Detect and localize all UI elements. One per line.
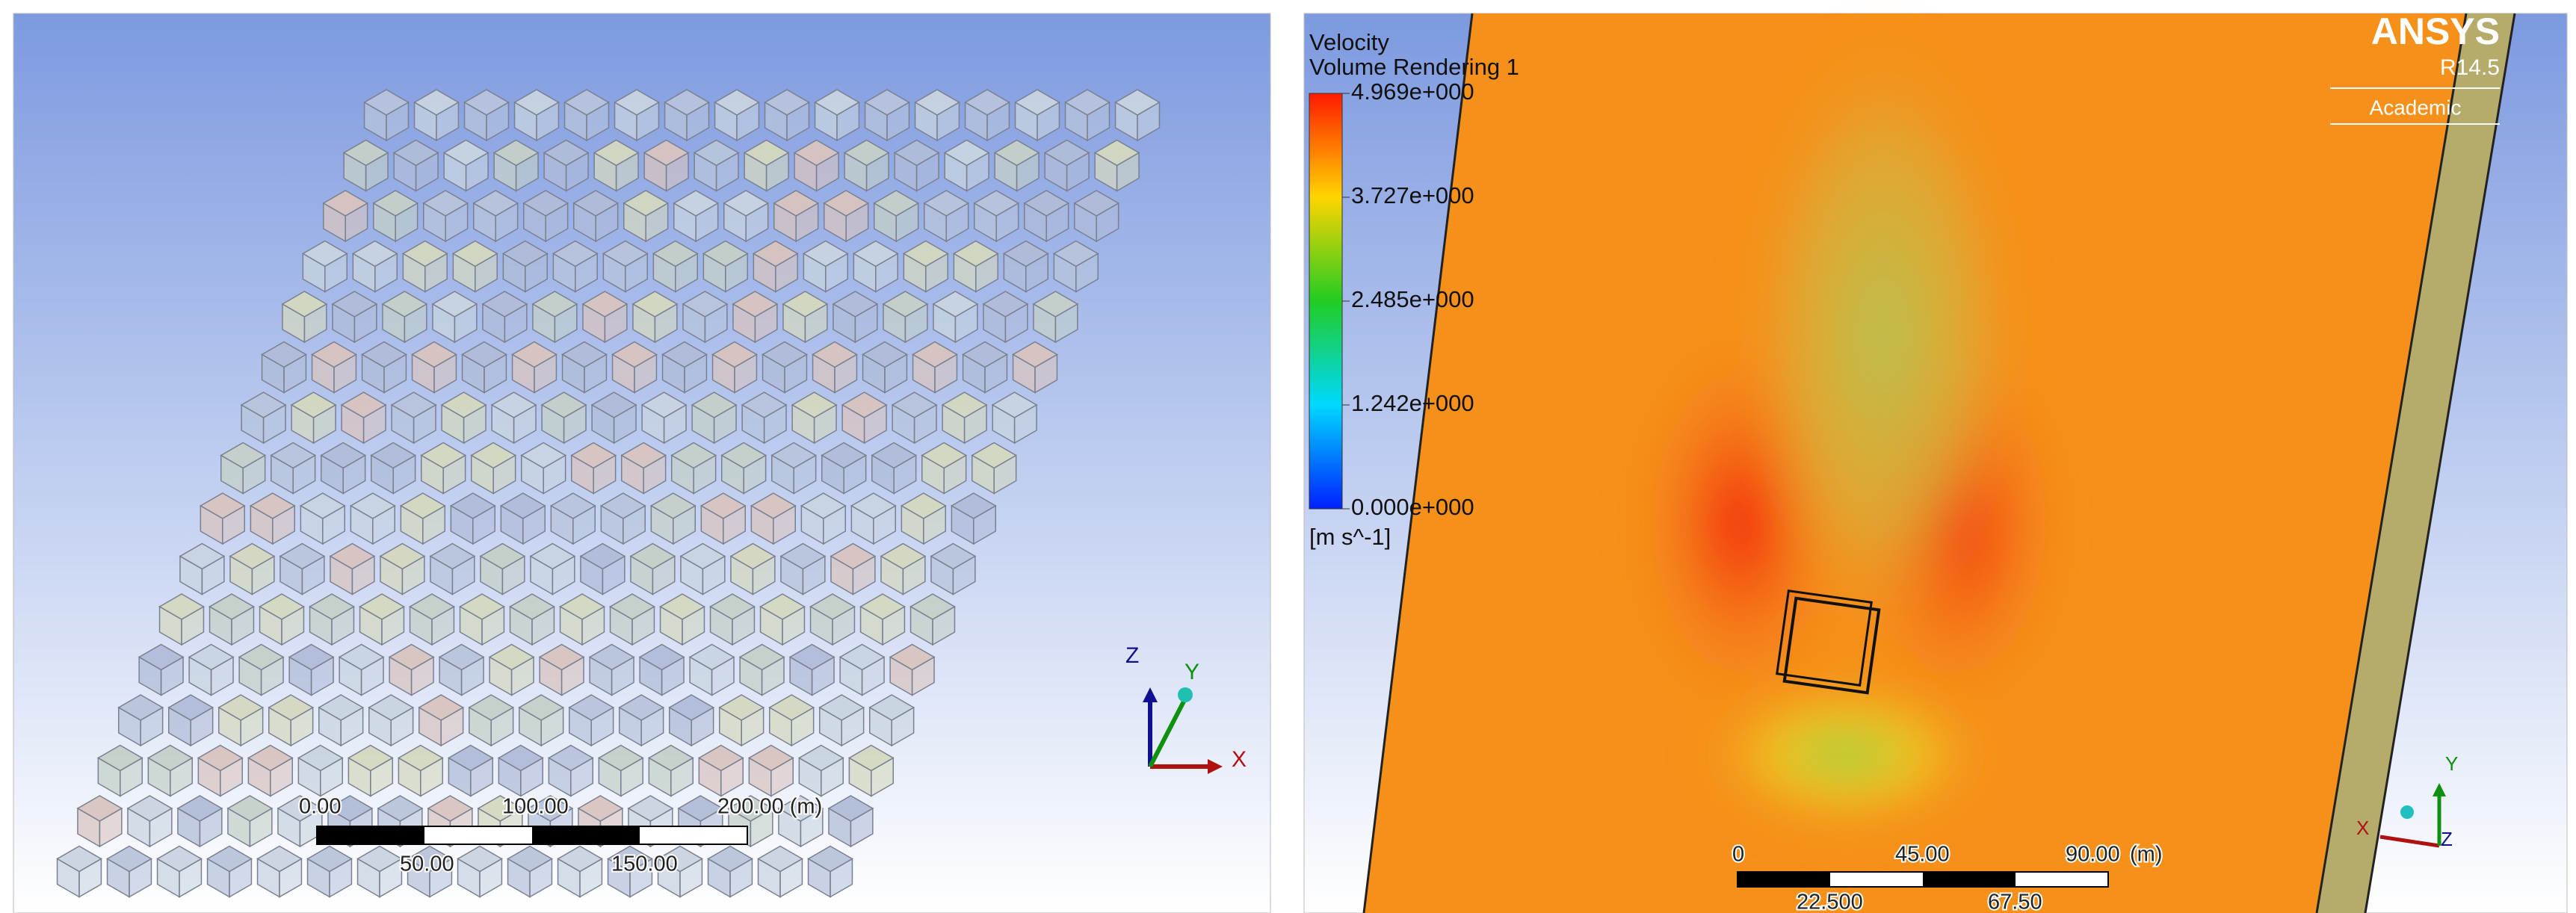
- axis-label: Y: [2445, 752, 2458, 775]
- scale-label: 50.00: [400, 852, 454, 876]
- color-bar: [1309, 93, 1342, 509]
- legend-label: 0.000e+000: [1351, 494, 1474, 520]
- legend-label: 2.485e+000: [1351, 286, 1474, 312]
- logo-version: R14.5: [2440, 55, 2500, 80]
- scale-label: 45.00: [1895, 843, 1950, 867]
- axis-label: Y: [1184, 660, 1199, 684]
- legend-unit: [m s^-1]: [1309, 524, 1391, 550]
- scale-label: 90.00: [2066, 843, 2120, 867]
- scale-bar-segment: [532, 826, 640, 844]
- screenshot: 0.00 100.00 200.00 (m) 50.00 150.00 Z Y …: [0, 0, 2576, 913]
- scale-label: 100.00: [502, 795, 569, 819]
- logo-license: Academic: [2370, 96, 2462, 119]
- scale-label: 200.00 (m): [717, 795, 822, 819]
- legend-label: 3.727e+000: [1351, 182, 1474, 208]
- scale-label: 67.50: [1988, 891, 2042, 913]
- scale-bar-segment: [317, 826, 424, 844]
- legend-subtitle: Volume Rendering 1: [1309, 54, 1519, 80]
- scale-label: 22.500: [1797, 891, 1863, 913]
- legend-title: Velocity: [1309, 29, 1389, 55]
- legend-label: 1.242e+000: [1351, 390, 1474, 416]
- axis-label: X: [1232, 747, 1247, 772]
- scale-label: 0: [1732, 843, 1744, 867]
- scale-label: 0.00: [299, 795, 341, 819]
- axis-label: Z: [1125, 643, 1139, 668]
- axis-label: Z: [2441, 828, 2453, 850]
- axis-label: X: [2356, 817, 2369, 839]
- scale-label: 150.00: [611, 852, 678, 876]
- legend-label: 4.969e+000: [1351, 78, 1474, 105]
- scale-unit: (m): [2130, 843, 2162, 867]
- logo: ANSYS: [2371, 10, 2500, 52]
